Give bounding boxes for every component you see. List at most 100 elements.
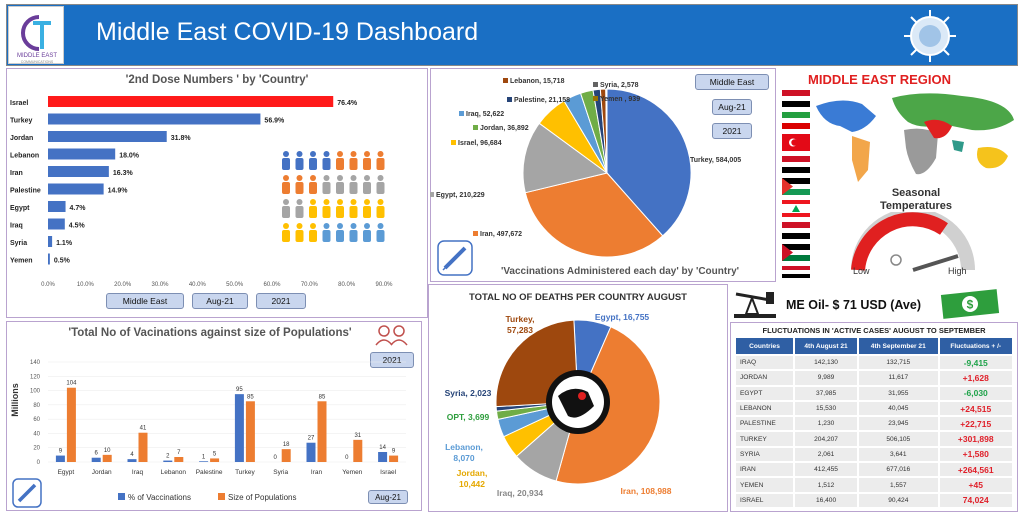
person-head-icon <box>377 151 384 157</box>
country-cell: IRAQ <box>733 353 796 372</box>
syringe-icon <box>437 240 473 276</box>
person-head-icon <box>350 199 357 205</box>
person-head-icon <box>350 151 357 157</box>
table-row: EGYPT 37,985 31,955 -6,030 <box>733 384 1014 402</box>
legend-label: Size of Populations <box>228 493 297 502</box>
data-label: 76.4% <box>337 100 358 107</box>
legend-label: % of Vaccinations <box>128 493 191 502</box>
data-label: 41 <box>140 426 147 432</box>
flag-jordan-icon <box>782 244 810 261</box>
table-row: IRAQ 142,130 132,715 -9,415 <box>733 353 1014 372</box>
aug-cell: 1,230 <box>793 415 860 433</box>
person-head-icon <box>296 199 303 205</box>
aug-cell: 37,985 <box>793 384 860 402</box>
y-tick-label: Egypt <box>10 205 30 212</box>
globe-highlight-icon <box>578 392 586 400</box>
x-tick-label: 50.0% <box>226 282 244 288</box>
aug-cell: 142,130 <box>793 353 860 372</box>
y-tick-label: 40 <box>33 431 40 437</box>
x-tick-label: 40.0% <box>189 282 207 288</box>
sep-cell: 90,424 <box>857 491 940 509</box>
y-tick-label: 80 <box>33 403 40 409</box>
country-cell: YEMEN <box>733 476 796 494</box>
y-tick-label: Palestine <box>10 188 41 195</box>
x-tick-label: Palestine <box>196 469 223 476</box>
pie-filter-year-button[interactable]: 2021 <box>712 123 752 139</box>
data-label: 7 <box>177 450 181 456</box>
aug-cell: 412,455 <box>793 461 860 479</box>
person-head-icon <box>310 199 316 205</box>
aug-cell: 16,400 <box>793 491 860 509</box>
col-header-fluct: Fluctuations + /- <box>937 336 1014 356</box>
filter-month-button[interactable]: Aug-21 <box>192 293 248 309</box>
gb-filter-month-button[interactable]: Aug-21 <box>368 490 408 504</box>
donut-data-label: Egypt, 16,755 <box>595 312 650 322</box>
bar <box>48 96 334 107</box>
y-tick-label: 20 <box>33 446 40 452</box>
person-head-icon <box>323 223 330 229</box>
fluctuations-table: Countries 4th August 21 4th September 21… <box>733 336 1014 509</box>
pie-data-label: Syria, 2,578 <box>600 82 639 89</box>
bar <box>48 131 167 142</box>
donut-data-label: 57,283 <box>507 325 533 335</box>
legend-swatch <box>218 493 225 500</box>
bar <box>389 455 399 462</box>
flag-yemen-icon <box>782 266 810 278</box>
x-tick-label: Lebanon <box>161 469 187 476</box>
person-body-icon <box>363 182 371 194</box>
y-tick-label: Turkey <box>10 118 33 125</box>
pie-data-label: Iran, 497,672 <box>480 231 522 238</box>
person-head-icon <box>296 175 303 181</box>
pie-filter-month-button[interactable]: Aug-21 <box>712 99 752 115</box>
pie-slice <box>522 122 609 194</box>
flag-turkey-icon <box>782 134 810 151</box>
donut-data-label: OPT, 3,699 <box>447 412 490 422</box>
data-label: 56.9% <box>264 118 285 125</box>
country-cell: EGYPT <box>733 384 796 402</box>
gauge-needle-icon <box>912 254 959 272</box>
donut-data-label: Turkey, <box>506 314 535 324</box>
filter-year-button[interactable]: 2021 <box>256 293 306 309</box>
bar <box>91 457 101 462</box>
person-head-icon <box>364 151 370 157</box>
temperature-gauge: +40 C <box>851 212 975 272</box>
pie-data-label: Israel, 96,684 <box>458 140 502 147</box>
bar <box>48 183 104 195</box>
flag-egypt-icon <box>782 222 810 239</box>
sep-cell: 506,105 <box>857 430 940 448</box>
filter-region-button[interactable]: Middle East <box>106 293 184 309</box>
pie-filter-region-button[interactable]: Middle East <box>695 74 769 90</box>
person-body-icon <box>363 206 371 218</box>
flag-iraq-icon <box>782 90 810 107</box>
donut-data-label: Lebanon, <box>445 442 483 452</box>
person-head-icon <box>377 223 384 229</box>
person-body-icon <box>336 206 344 218</box>
person-head-icon <box>337 223 343 229</box>
people-pair-icon <box>375 325 408 346</box>
person-head-icon <box>283 199 289 205</box>
pie-data-label: Turkey, 584,005 <box>690 157 741 164</box>
sep-cell: 132,715 <box>857 353 940 372</box>
x-tick-label: 30.0% <box>151 282 169 288</box>
bar <box>163 460 173 462</box>
y-tick-label: 0 <box>37 460 41 466</box>
person-head-icon <box>337 199 343 205</box>
bar <box>199 461 209 462</box>
person-head-icon <box>364 199 370 205</box>
data-label: 1.1% <box>56 240 73 247</box>
person-body-icon <box>282 158 290 170</box>
oil-price-label: ME Oil- $ 71 USD (Ave) <box>786 298 921 312</box>
bar <box>48 113 261 125</box>
fluct-cell: 74,024 <box>937 491 1014 509</box>
bar <box>48 201 66 212</box>
x-tick-label: Egypt <box>58 469 75 476</box>
person-head-icon <box>364 223 370 229</box>
pie-legend-swatch <box>503 78 508 83</box>
gauge-low-label: Low <box>853 266 870 276</box>
fluctuations-table-wrap: Countries 4th August 21 4th September 21… <box>733 336 1014 509</box>
logo-c-icon <box>21 15 40 51</box>
gb-filter-year-button[interactable]: 2021 <box>370 352 414 368</box>
pie-legend-swatch <box>473 231 478 236</box>
person-head-icon <box>296 223 303 229</box>
bar <box>353 439 363 462</box>
